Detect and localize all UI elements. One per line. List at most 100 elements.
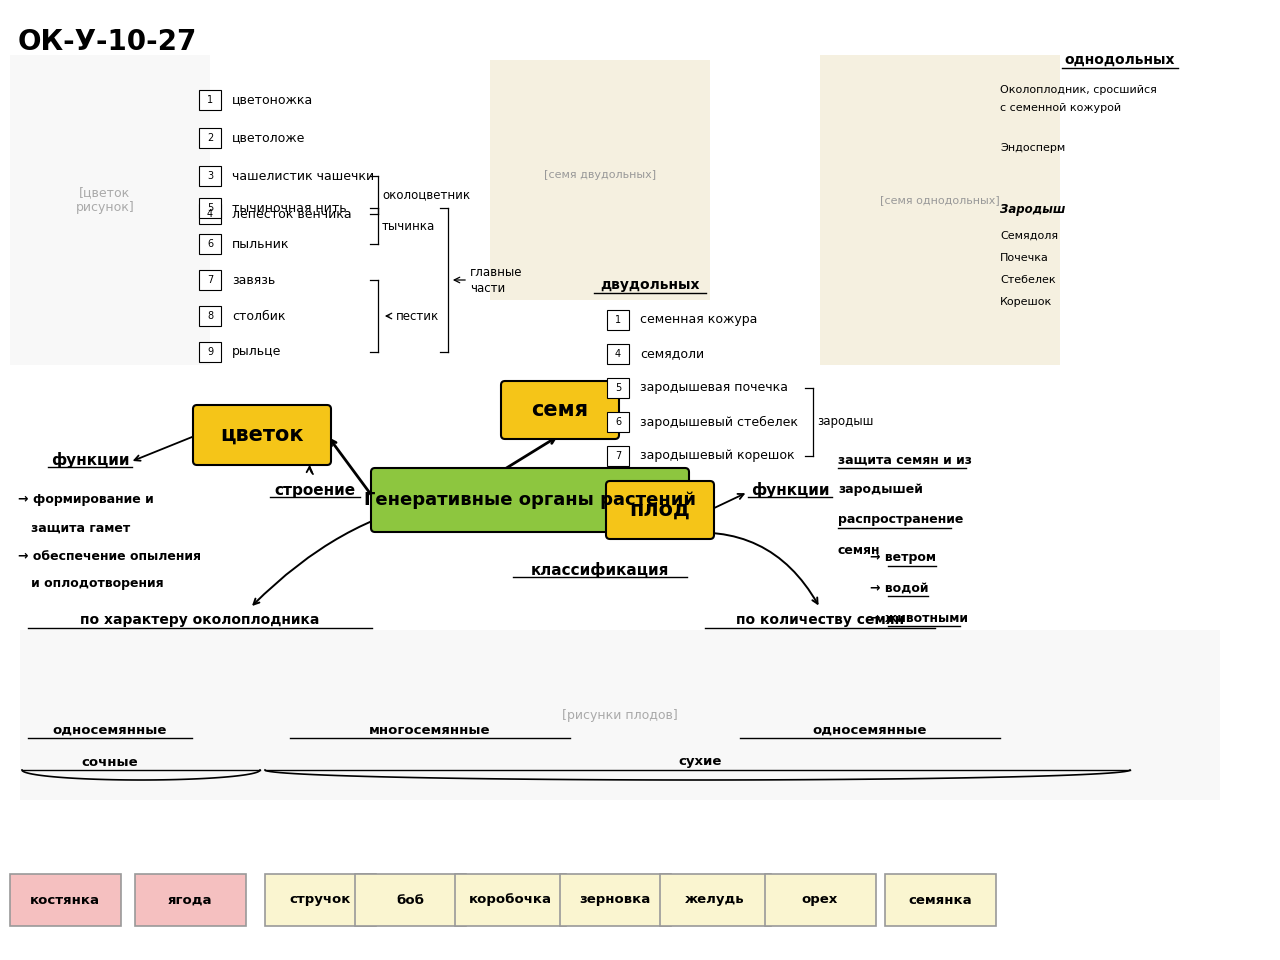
Text: тычинка: тычинка: [381, 220, 435, 232]
Text: [семя однодольных]: [семя однодольных]: [881, 195, 1000, 205]
Text: семя: семя: [531, 400, 589, 420]
FancyBboxPatch shape: [764, 874, 876, 926]
FancyBboxPatch shape: [193, 405, 332, 465]
Text: Зародыш: Зародыш: [1000, 204, 1065, 217]
Text: односемянные: односемянные: [813, 724, 927, 736]
FancyBboxPatch shape: [9, 874, 120, 926]
Text: цветок: цветок: [220, 425, 303, 445]
Text: 1: 1: [614, 315, 621, 325]
Text: Околоплодник, сросшийся: Околоплодник, сросшийся: [1000, 85, 1157, 95]
Text: 7: 7: [614, 451, 621, 461]
Text: двудольных: двудольных: [600, 278, 700, 292]
Text: → водой: → водой: [870, 582, 928, 594]
FancyBboxPatch shape: [10, 55, 210, 365]
Text: → животными: → животными: [870, 612, 968, 625]
Text: классификация: классификация: [531, 562, 669, 578]
Text: зародышевый стебелек: зародышевый стебелек: [640, 416, 797, 428]
Text: цветоножка: цветоножка: [232, 93, 314, 107]
FancyBboxPatch shape: [659, 874, 771, 926]
Text: → ветром: → ветром: [870, 551, 936, 564]
FancyBboxPatch shape: [355, 874, 466, 926]
Text: зародышевый корешок: зародышевый корешок: [640, 449, 795, 463]
FancyBboxPatch shape: [607, 310, 628, 330]
Text: семенная кожура: семенная кожура: [640, 314, 758, 326]
Text: [цветок
рисунок]: [цветок рисунок]: [76, 186, 134, 214]
Text: зерновка: зерновка: [580, 894, 650, 906]
Text: 5: 5: [207, 203, 214, 213]
FancyBboxPatch shape: [607, 412, 628, 432]
Text: 8: 8: [207, 311, 212, 321]
Text: распространение: распространение: [838, 514, 964, 526]
Text: по количеству семян: по количеству семян: [736, 613, 904, 627]
Text: 6: 6: [614, 417, 621, 427]
FancyBboxPatch shape: [607, 344, 628, 364]
Text: сочные: сочные: [82, 756, 138, 769]
FancyBboxPatch shape: [265, 874, 375, 926]
FancyBboxPatch shape: [607, 446, 628, 466]
FancyBboxPatch shape: [820, 55, 1060, 365]
Text: с семенной кожурой: с семенной кожурой: [1000, 103, 1121, 113]
Text: 7: 7: [207, 275, 214, 285]
Text: семядоли: семядоли: [640, 348, 704, 361]
Text: Эндосперм: Эндосперм: [1000, 143, 1065, 153]
Text: многосемянные: многосемянные: [369, 724, 490, 736]
Text: Генеративные органы растений: Генеративные органы растений: [364, 491, 696, 509]
FancyBboxPatch shape: [607, 378, 628, 398]
Text: 3: 3: [207, 171, 212, 181]
Text: → формирование и: → формирование и: [18, 493, 154, 507]
Text: костянка: костянка: [29, 894, 100, 906]
FancyBboxPatch shape: [605, 481, 714, 539]
Text: стручок: стручок: [289, 894, 351, 906]
Text: 4: 4: [614, 349, 621, 359]
Text: части: части: [470, 281, 506, 295]
Text: однодольных: однодольных: [1065, 53, 1175, 67]
Text: 4: 4: [207, 209, 212, 219]
Text: тычиночная нить: тычиночная нить: [232, 202, 347, 214]
Text: и оплодотворения: и оплодотворения: [18, 578, 164, 590]
FancyBboxPatch shape: [198, 270, 221, 290]
FancyBboxPatch shape: [500, 381, 620, 439]
FancyBboxPatch shape: [198, 342, 221, 362]
FancyBboxPatch shape: [134, 874, 246, 926]
Text: зародышей: зародышей: [838, 484, 923, 496]
Text: функции: функции: [51, 452, 129, 468]
Text: зародышевая почечка: зародышевая почечка: [640, 381, 788, 395]
FancyBboxPatch shape: [20, 630, 1220, 800]
Text: столбик: столбик: [232, 309, 285, 323]
Text: 2: 2: [207, 133, 214, 143]
Text: [рисунки плодов]: [рисунки плодов]: [562, 708, 678, 722]
FancyBboxPatch shape: [198, 234, 221, 254]
Text: плод: плод: [630, 500, 690, 520]
Text: семянка: семянка: [909, 894, 972, 906]
Text: пестик: пестик: [396, 309, 439, 323]
Text: Семядоля: Семядоля: [1000, 231, 1059, 241]
Text: лепесток венчика: лепесток венчика: [232, 207, 352, 221]
Text: ОК-У-10-27: ОК-У-10-27: [18, 28, 197, 56]
FancyBboxPatch shape: [198, 306, 221, 326]
Text: Стебелек: Стебелек: [1000, 275, 1056, 285]
Text: боб: боб: [396, 894, 424, 906]
Text: 1: 1: [207, 95, 212, 105]
Text: 6: 6: [207, 239, 212, 249]
FancyBboxPatch shape: [884, 874, 996, 926]
FancyBboxPatch shape: [198, 128, 221, 148]
Text: защита семян и из: защита семян и из: [838, 453, 972, 467]
Text: семян: семян: [838, 543, 881, 557]
FancyBboxPatch shape: [559, 874, 671, 926]
Text: рыльце: рыльце: [232, 346, 282, 358]
Text: цветоложе: цветоложе: [232, 132, 306, 145]
Text: завязь: завязь: [232, 274, 275, 286]
Text: пыльник: пыльник: [232, 237, 289, 251]
FancyBboxPatch shape: [198, 90, 221, 110]
FancyBboxPatch shape: [454, 874, 566, 926]
Text: 9: 9: [207, 347, 212, 357]
Text: желудь: желудь: [685, 894, 745, 906]
Text: 5: 5: [614, 383, 621, 393]
FancyBboxPatch shape: [490, 60, 710, 300]
Text: строение: строение: [274, 483, 356, 497]
Text: коробочка: коробочка: [468, 894, 552, 906]
Text: по характеру околоплодника: по характеру околоплодника: [81, 613, 320, 627]
Text: зародыш: зародыш: [817, 416, 873, 428]
Text: функции: функции: [751, 482, 829, 498]
Text: чашелистик чашечки: чашелистик чашечки: [232, 170, 374, 182]
